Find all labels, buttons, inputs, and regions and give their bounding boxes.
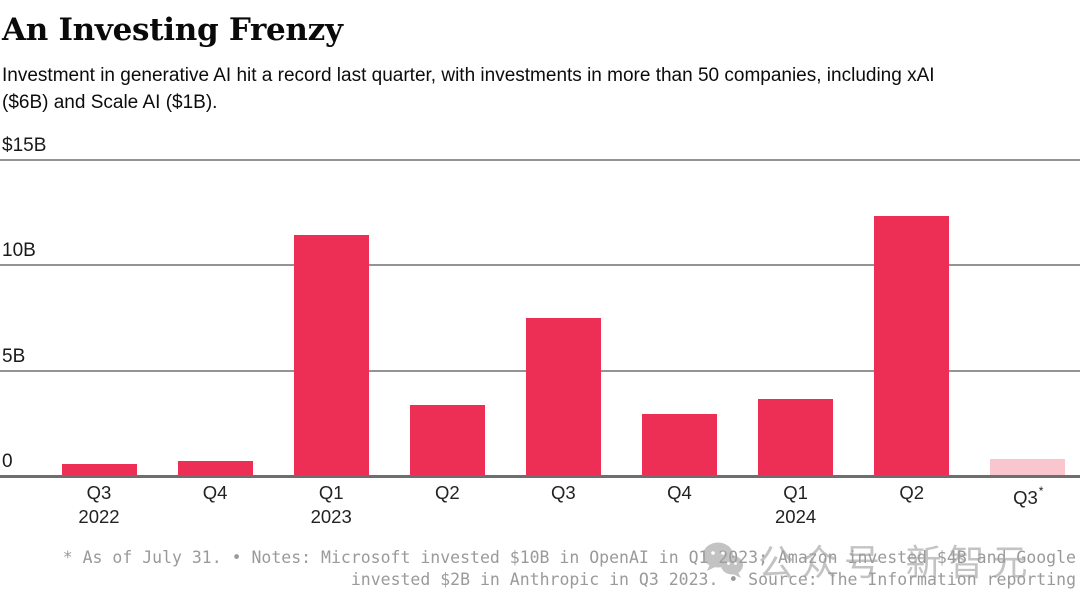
chart-subtitle-line2: ($6B) and Scale AI ($1B). (2, 92, 218, 113)
x-tick-label: Q3* (1013, 484, 1044, 509)
bar-q4-2023 (642, 413, 717, 475)
y-tick-label: 5B (2, 345, 26, 367)
bar-q3-2024 (990, 459, 1066, 475)
bar-q1-2023 (293, 234, 369, 475)
bar-q2-2024 (874, 215, 950, 475)
bar-q1-2024 (758, 399, 834, 475)
x-tick-label: Q1 2024 (775, 482, 817, 527)
gridline (0, 159, 1080, 161)
chart-subtitle-line1: Investment in generative AI hit a record… (2, 65, 935, 86)
y-tick-label: 10B (2, 240, 36, 262)
plot-area: $15B 10B 5B 0 (0, 135, 1080, 478)
x-tick-label: Q1 2023 (310, 482, 352, 527)
x-axis-labels: Q3 2022 Q4 Q1 2023 Q2 Q3 Q4 Q1 2024 Q2 Q3* (0, 481, 1080, 533)
bar-q4-2022 (177, 461, 253, 475)
x-tick-label: Q2 (434, 482, 460, 503)
y-tick-label: 0 (2, 451, 13, 472)
footnote-line2: invested $2B in Anthropic in Q3 2023. • … (350, 569, 1076, 589)
bar-q3-2023 (525, 318, 601, 475)
x-tick-label: Q4 (202, 482, 228, 503)
x-tick-label: Q3 (551, 482, 576, 503)
y-tick-label: $15B (2, 135, 47, 156)
chart-subtitle: Investment in generative AI hit a record… (2, 62, 1072, 116)
x-tick-label: Q4 (667, 482, 692, 503)
gridline (0, 264, 1080, 267)
bar-q3-2022 (61, 464, 137, 475)
footnote: * As of July 31. • Notes: Microsoft inve… (63, 547, 1076, 590)
page-title: An Investing Frenzy (2, 12, 343, 48)
x-tick-label: Q2 (899, 482, 925, 503)
x-axis-baseline (0, 475, 1080, 478)
footnote-asterisk: * (1038, 484, 1044, 498)
footnote-line1: * As of July 31. • Notes: Microsoft inve… (62, 548, 1076, 567)
x-tick-label: Q3 2022 (78, 482, 120, 527)
bar-q2-2023 (409, 405, 485, 475)
